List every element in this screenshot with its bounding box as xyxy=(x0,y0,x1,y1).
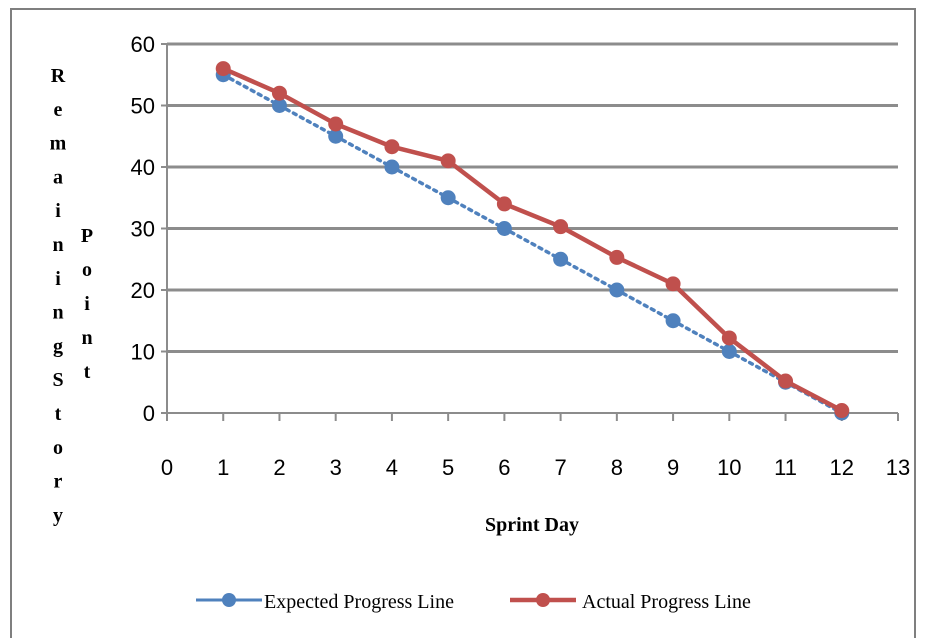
data-point xyxy=(609,282,625,298)
data-point xyxy=(721,344,737,359)
data-point xyxy=(440,153,456,169)
x-tick-label: 13 xyxy=(886,455,910,480)
data-point xyxy=(215,61,231,77)
x-tick-label: 4 xyxy=(386,455,398,480)
x-tick-label: 2 xyxy=(273,455,285,480)
data-point xyxy=(271,85,287,101)
x-tick-label: 8 xyxy=(611,455,623,480)
legend: Expected Progress Line Actual Progress Li… xyxy=(196,591,751,613)
legend-swatch-marker xyxy=(536,593,550,607)
legend-item-expected: Expected Progress Line xyxy=(196,591,454,613)
data-point xyxy=(609,249,625,265)
y-tick-label: 30 xyxy=(131,217,155,242)
data-point xyxy=(496,221,512,236)
y-tick-label: 50 xyxy=(131,94,155,119)
x-tick-label: 3 xyxy=(330,455,342,480)
grid-lines xyxy=(167,42,898,353)
data-point xyxy=(665,313,681,329)
series-actual xyxy=(215,61,850,419)
series-expected xyxy=(215,67,850,421)
data-point xyxy=(328,128,344,144)
data-point xyxy=(440,190,456,206)
data-point xyxy=(665,276,681,292)
data-point xyxy=(384,159,400,175)
data-point xyxy=(384,139,400,155)
x-tick-label: 9 xyxy=(667,455,679,480)
data-point xyxy=(553,219,569,235)
series-layer xyxy=(215,61,850,421)
x-tick-label: 6 xyxy=(498,455,510,480)
y-tick-label: 0 xyxy=(143,401,155,426)
y-tick-label: 60 xyxy=(131,32,155,57)
data-point xyxy=(496,196,512,212)
x-tick-label: 0 xyxy=(161,455,173,480)
y-tick-label: 20 xyxy=(131,278,155,303)
x-axis-title: Sprint Day xyxy=(485,514,579,536)
x-tick-label: 11 xyxy=(774,455,797,480)
x-tick-label: 7 xyxy=(554,455,566,480)
x-tick-label: 1 xyxy=(217,455,229,480)
x-tick-label: 5 xyxy=(442,455,454,480)
x-tick-label: 10 xyxy=(717,455,741,480)
legend-item-actual: Actual Progress Line xyxy=(510,591,751,613)
legend-label: Expected Progress Line xyxy=(264,591,454,613)
data-point xyxy=(778,373,794,389)
chart-frame xyxy=(10,8,916,638)
data-point xyxy=(834,403,850,419)
legend-label: Actual Progress Line xyxy=(582,591,751,613)
series-line xyxy=(221,73,844,415)
data-point xyxy=(721,330,737,346)
y-tick-label: 40 xyxy=(131,155,155,180)
data-point xyxy=(271,98,287,113)
x-tick-label: 12 xyxy=(830,455,854,480)
series-line xyxy=(222,66,843,413)
y-tick-label: 10 xyxy=(131,340,155,365)
data-point xyxy=(328,116,344,132)
legend-swatch-marker xyxy=(222,593,236,607)
data-point xyxy=(553,251,569,267)
